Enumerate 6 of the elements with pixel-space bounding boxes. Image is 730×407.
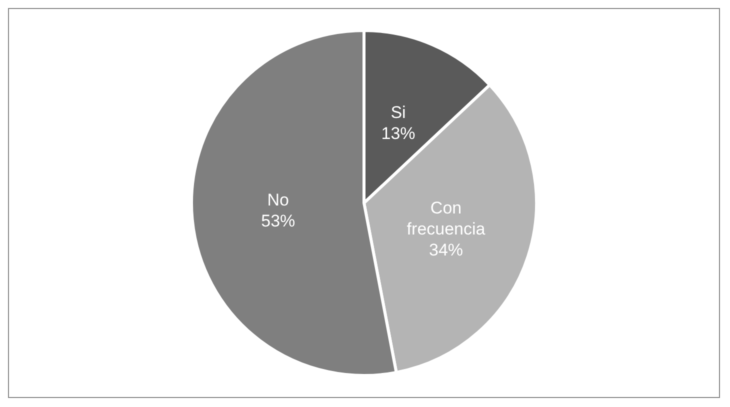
slice-label: Con frecuencia (406, 198, 486, 238)
slice-label: Si (390, 103, 406, 122)
slice-label: No (267, 190, 289, 210)
data-label: 34% (429, 240, 464, 260)
data-label: 13% (381, 124, 416, 144)
data-label: 53% (261, 211, 296, 230)
